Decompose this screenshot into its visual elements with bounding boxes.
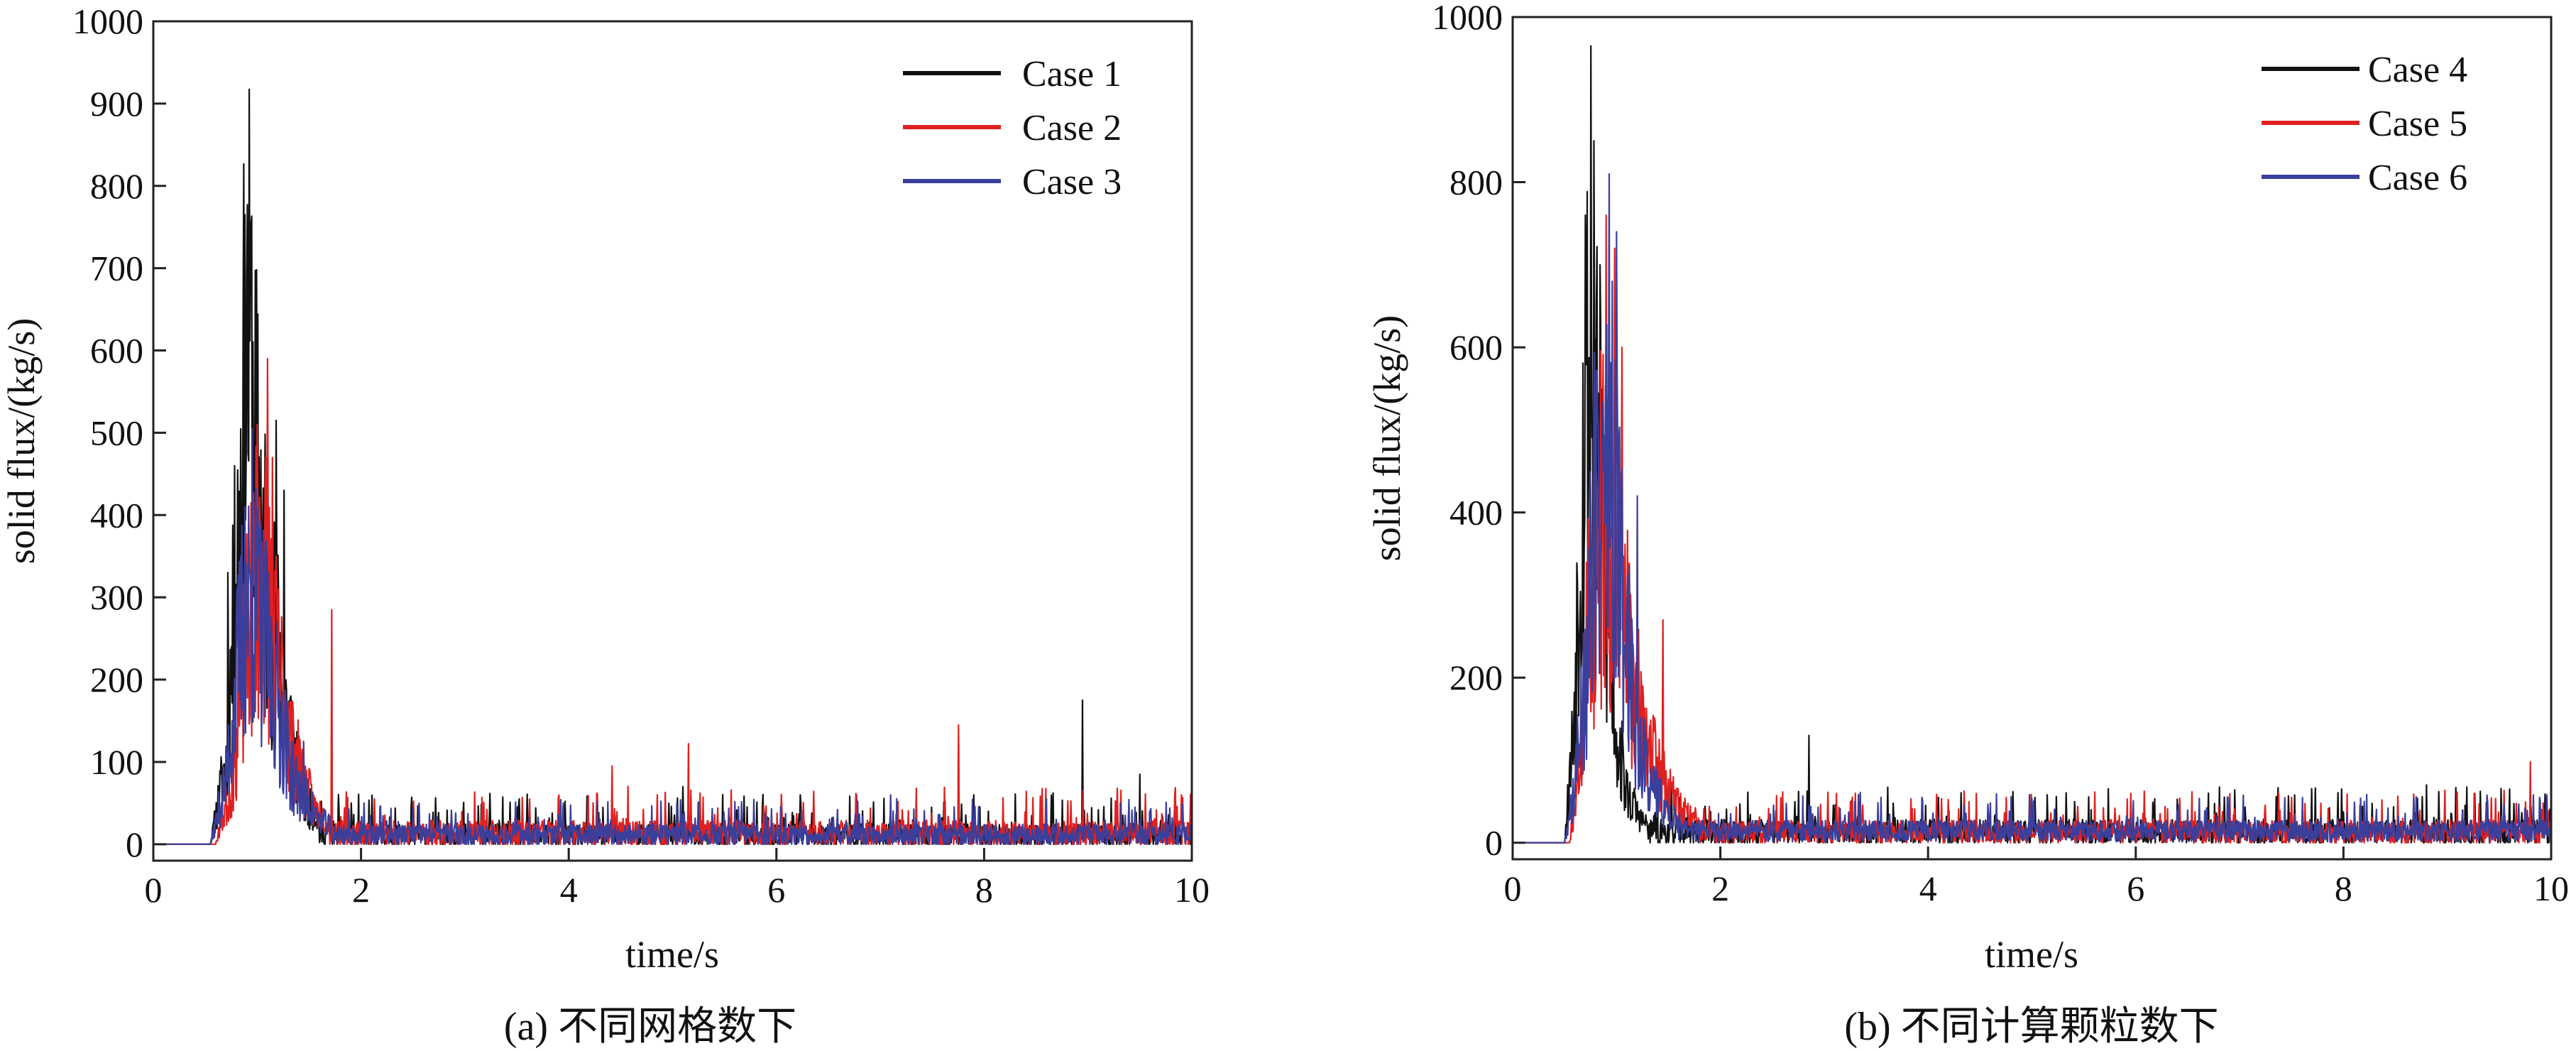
legend: Case 1 Case 2 Case 3	[903, 54, 1122, 202]
y-tick-label: 200	[1449, 658, 1503, 697]
legend-label: Case 4	[2368, 50, 2467, 90]
y-tick-label: 500	[90, 413, 143, 452]
series-line-2	[1513, 214, 2551, 844]
chart-panel-b: 0 2 4 6 8 10 0 200 400 600 800 1000 time/s solid fl…	[1366, 0, 2569, 1049]
x-tick-label: 8	[975, 870, 993, 910]
y-axis-label: solid flux/(kg/s)	[0, 318, 43, 565]
series-line-3	[153, 428, 1192, 845]
x-axis-label: time/s	[625, 933, 719, 976]
plot-frame	[1511, 16, 2553, 861]
x-tick-label: 6	[2127, 868, 2144, 908]
y-tick-label: 800	[90, 166, 143, 206]
x-tick-label: 10	[2533, 868, 2569, 908]
y-tick-label: 100	[90, 742, 143, 782]
x-tick-label: 8	[2335, 868, 2352, 908]
legend-label: Case 3	[1022, 162, 1122, 202]
y-tick-label: 700	[90, 249, 143, 288]
series-line-2	[153, 358, 1192, 845]
x-tick-label: 4	[1919, 868, 1937, 908]
x-tick-label: 0	[145, 870, 163, 910]
y-tick-label: 0	[1485, 823, 1503, 863]
y-tick-label: 400	[1449, 493, 1503, 533]
chart-panel-a: 0 2 4 6 8 1001002003004005006007008009001000 …	[0, 1, 1210, 1049]
y-tick-label: 200	[90, 660, 143, 699]
y-tick-label: 600	[90, 331, 143, 371]
y-tick-label: 1000	[72, 1, 143, 41]
series-line-1	[153, 88, 1192, 845]
y-tick-label: 900	[90, 84, 143, 124]
panel-caption: (b) 不同计算颗粒数下	[1844, 1005, 2218, 1049]
y-tick-label: 0	[126, 824, 143, 864]
y-tick-label: 400	[90, 495, 143, 535]
legend-label: Case 5	[2368, 104, 2467, 144]
plot-frame	[152, 20, 1193, 862]
legend-label: Case 2	[1022, 108, 1122, 148]
x-tick-label: 6	[767, 870, 785, 910]
x-tick-label: 10	[1174, 870, 1210, 910]
y-tick-label: 600	[1449, 327, 1503, 367]
x-tick-label: 4	[560, 870, 578, 910]
legend-label: Case 1	[1022, 54, 1122, 94]
x-tick-label: 2	[1711, 868, 1729, 908]
x-tick-label: 2	[352, 870, 370, 910]
x-axis-label: time/s	[1985, 933, 2078, 976]
legend: Case 4 Case 5 Case 6	[2262, 50, 2467, 198]
panel-caption: (a) 不同网格数下	[504, 1005, 796, 1049]
y-axis-label: solid flux/(kg/s)	[1366, 315, 1408, 562]
y-tick-label: 800	[1449, 163, 1503, 202]
legend-label: Case 6	[2368, 158, 2467, 198]
y-tick-label: 300	[90, 577, 143, 617]
series-line-3	[1513, 173, 2551, 844]
x-tick-label: 0	[1504, 868, 1522, 908]
y-tick-label: 1000	[1432, 0, 1503, 37]
